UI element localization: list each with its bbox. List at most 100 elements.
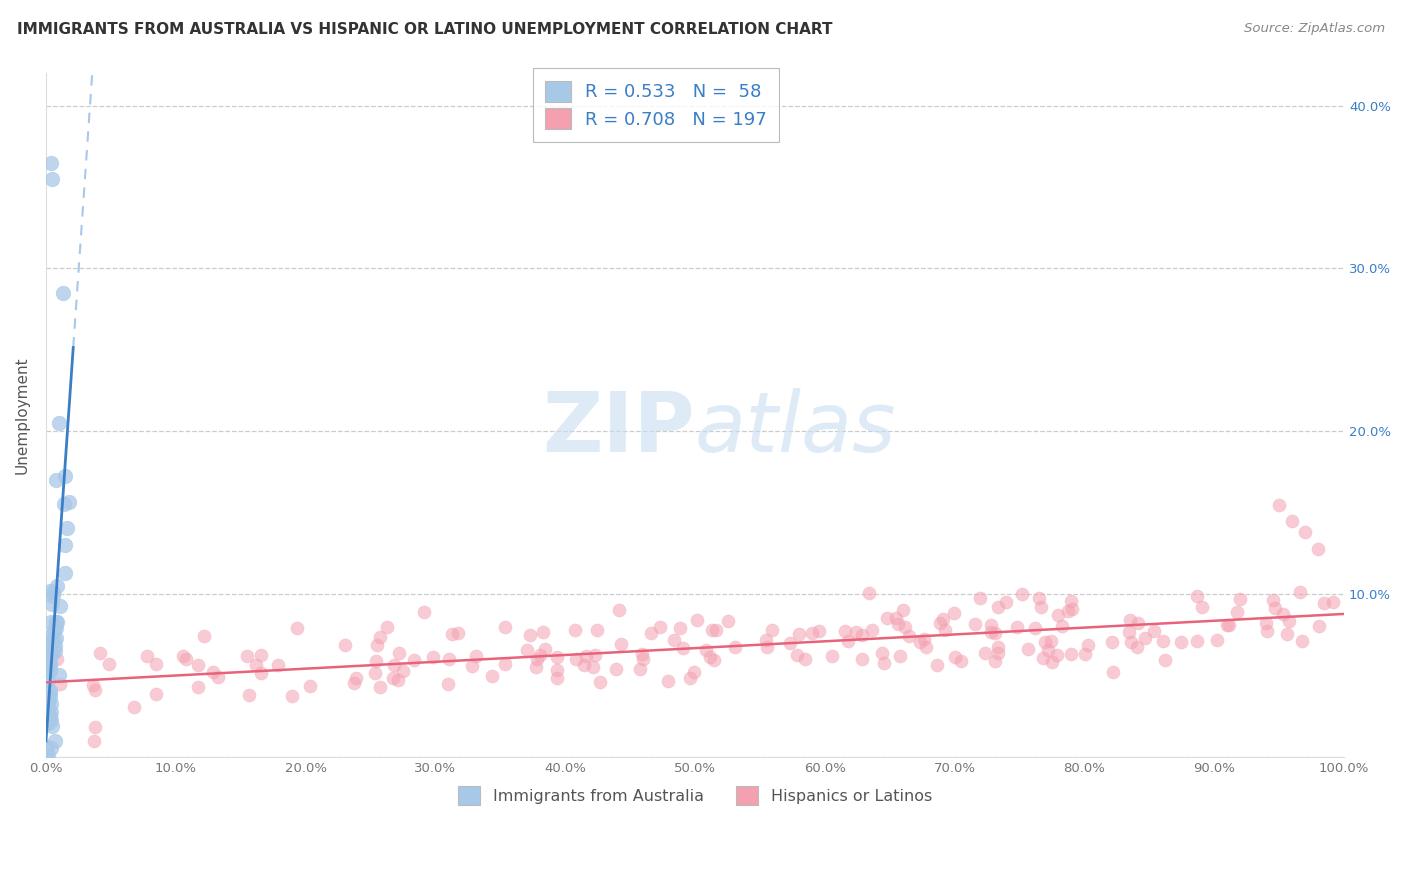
Point (588, 675, 610, 690)
Point (876, 611, 898, 625)
Point (546, 650, 568, 665)
Point (786, 648, 808, 662)
Point (207, 670, 229, 684)
Point (343, 675, 366, 690)
Point (44, 639, 66, 653)
Point (794, 652, 817, 666)
Point (39, 705, 62, 719)
Point (48, 677, 70, 691)
Point (45, 621, 67, 635)
Point (1322, 595, 1344, 609)
Point (950, 654, 973, 668)
Point (1308, 541, 1330, 556)
Point (650, 620, 672, 634)
Point (974, 646, 997, 660)
Point (122, 700, 145, 714)
Point (35, 739, 58, 754)
Point (858, 586, 880, 600)
Point (724, 640, 747, 654)
Point (1046, 648, 1069, 663)
Point (1039, 633, 1062, 648)
Point (1077, 639, 1099, 653)
Point (1062, 602, 1084, 616)
Point (37, 716, 59, 731)
Point (287, 620, 309, 634)
Point (53, 566, 76, 580)
Point (1040, 655, 1063, 669)
Point (49, 599, 72, 614)
Point (889, 648, 911, 663)
Point (364, 654, 387, 668)
Point (1133, 631, 1156, 645)
Point (1277, 627, 1299, 641)
Point (402, 653, 425, 667)
Point (820, 648, 842, 663)
Point (1126, 640, 1149, 654)
Point (695, 643, 717, 657)
Point (39, 628, 62, 642)
Point (800, 626, 823, 640)
Point (980, 618, 1002, 632)
Point (447, 626, 470, 640)
Point (46, 615, 69, 630)
Point (526, 651, 548, 665)
Point (35, 748, 58, 763)
Point (38, 635, 60, 649)
Text: ZIP: ZIP (543, 388, 695, 469)
Point (1152, 633, 1174, 648)
Point (683, 665, 706, 680)
Point (1170, 635, 1192, 649)
Point (1281, 514, 1303, 528)
Point (1057, 604, 1080, 618)
Point (35, 715, 58, 730)
Point (48, 417, 70, 431)
Point (779, 636, 801, 650)
Point (987, 599, 1010, 614)
Point (851, 652, 873, 666)
Point (37, 747, 59, 762)
Point (440, 626, 463, 640)
Point (388, 646, 411, 660)
Point (37, 665, 59, 680)
Point (1119, 613, 1142, 627)
Point (893, 620, 915, 634)
Point (39, 659, 62, 673)
Point (39, 584, 62, 599)
Point (640, 625, 662, 640)
Point (45, 632, 67, 646)
Point (605, 662, 627, 676)
Point (39, 740, 62, 755)
Point (44, 644, 66, 658)
Point (912, 632, 935, 647)
Point (1154, 653, 1177, 667)
Point (633, 652, 655, 666)
Point (834, 624, 856, 638)
Point (1046, 608, 1069, 623)
Point (1011, 587, 1033, 601)
Point (1256, 616, 1278, 631)
Point (1216, 618, 1239, 632)
Point (45, 615, 67, 629)
Point (524, 659, 547, 673)
Point (368, 630, 391, 644)
Point (516, 643, 538, 657)
Point (1218, 618, 1240, 632)
Point (38, 656, 60, 670)
Point (39, 697, 62, 711)
Point (201, 665, 224, 680)
Point (628, 662, 651, 676)
Point (860, 623, 883, 637)
Point (35, 643, 58, 657)
Point (38, 665, 60, 679)
Point (55, 539, 77, 553)
Point (657, 674, 679, 689)
Point (1101, 635, 1123, 649)
Point (238, 688, 260, 702)
Point (546, 663, 568, 677)
Point (699, 649, 721, 664)
Point (437, 677, 460, 691)
Point (53, 497, 76, 511)
Point (37, 697, 59, 711)
Point (572, 658, 595, 673)
Point (84, 683, 107, 698)
